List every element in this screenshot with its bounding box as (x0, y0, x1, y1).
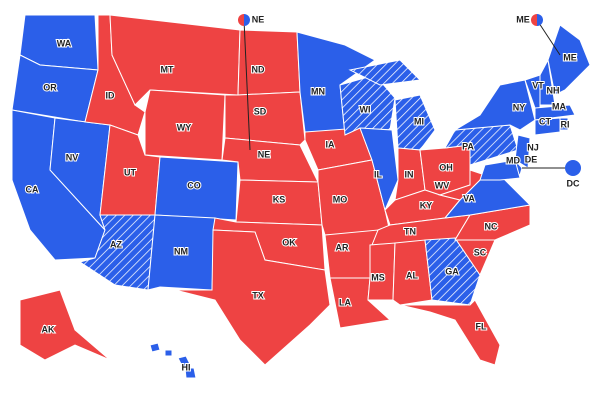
state-label: IL (374, 169, 383, 179)
split-marker-half (244, 14, 250, 26)
state-label: RI (561, 119, 570, 129)
state (454, 79, 536, 131)
state (144, 89, 226, 161)
state (399, 299, 501, 366)
state (394, 94, 436, 151)
state (359, 127, 399, 212)
state-label: AL (406, 270, 418, 280)
state (534, 117, 561, 136)
state (348, 59, 422, 86)
state-label: ID (106, 90, 116, 100)
state-label: AZ (110, 239, 122, 249)
state (164, 349, 173, 357)
state (539, 58, 556, 106)
state-label: NC (485, 221, 498, 231)
state (174, 229, 331, 366)
state-label: OK (282, 237, 296, 247)
state (147, 214, 216, 291)
split-marker-half (537, 14, 543, 26)
state-label: MI (414, 116, 424, 126)
state-label: DC (567, 178, 580, 188)
state-label: IA (326, 139, 336, 149)
state-label: ND (252, 64, 265, 74)
state-label: WA (57, 38, 72, 48)
state (184, 367, 197, 379)
state-label: AR (336, 242, 349, 252)
state-label: MN (311, 86, 325, 96)
leader-line (536, 19, 561, 56)
state-label: CO (187, 180, 201, 190)
split-marker-half (238, 14, 244, 26)
state-label: FL (476, 321, 487, 331)
state-label: MA (552, 101, 566, 111)
state-label: NY (513, 102, 526, 112)
state (224, 91, 306, 146)
state-label: PA (462, 141, 474, 151)
state-label: NJ (527, 142, 539, 152)
state-label: TN (404, 226, 416, 236)
state-label: HI (182, 362, 191, 372)
state-label: LA (339, 297, 351, 307)
state (149, 342, 161, 353)
leader-line (243, 19, 251, 151)
state-label: OH (439, 162, 453, 172)
state-label: CA (26, 184, 39, 194)
state-marker (565, 160, 581, 176)
state-label: UT (124, 167, 136, 177)
state-label: NV (66, 152, 79, 162)
state (479, 159, 521, 181)
state-label: CT (539, 116, 551, 126)
state-label: WI (360, 104, 371, 114)
marker-label: ME (516, 14, 530, 24)
state-label: NH (547, 85, 560, 95)
state-label: MT (161, 64, 174, 74)
state (367, 242, 396, 301)
state-label: IN (405, 169, 414, 179)
state-label: ME (563, 52, 577, 62)
state-label: MS (371, 272, 385, 282)
state-label: GA (445, 266, 459, 276)
state-label: SD (254, 106, 267, 116)
state-label: MD (506, 155, 520, 165)
state (177, 355, 191, 369)
state (454, 204, 531, 241)
state-label: WV (435, 180, 450, 190)
state-label: NM (174, 246, 188, 256)
state (329, 277, 392, 329)
state-label: KY (420, 200, 433, 210)
state-label: TX (252, 290, 264, 300)
state-label: DE (525, 154, 538, 164)
state (19, 289, 111, 361)
marker-label: NE (252, 14, 265, 24)
state-label: KS (273, 194, 286, 204)
state-label: OR (43, 82, 57, 92)
state (534, 104, 576, 121)
state-label: NE (258, 149, 271, 159)
state-label: WY (177, 122, 192, 132)
split-marker-half (531, 14, 537, 26)
state-label: AK (42, 324, 55, 334)
state (547, 24, 591, 96)
state-label: SC (474, 247, 487, 257)
state-label: MO (333, 194, 348, 204)
state (392, 239, 433, 306)
state-label: VA (463, 193, 475, 203)
state-label: VT (532, 80, 544, 90)
